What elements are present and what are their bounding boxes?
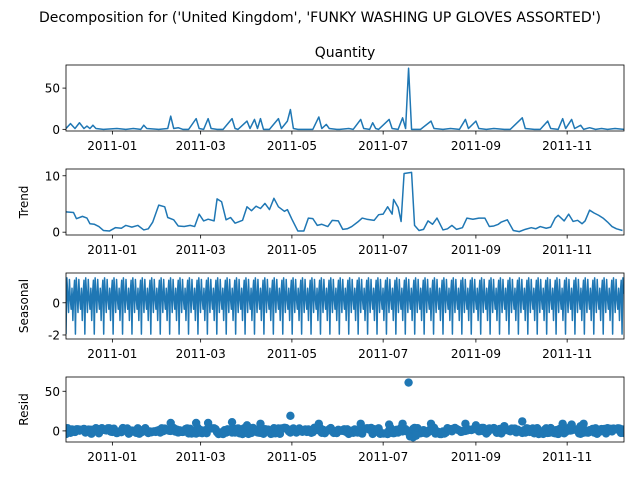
- axes-frame: [65, 168, 625, 236]
- resid-point-outlier: [567, 420, 576, 429]
- x-tick-label: 2011-07: [358, 243, 408, 257]
- x-tick-label: 2011-03: [176, 450, 226, 464]
- plot-area-trend: [66, 171, 623, 233]
- resid-point-outlier: [242, 421, 252, 430]
- resid-point-outlier: [166, 418, 175, 428]
- resid-point-outlier: [500, 421, 509, 431]
- y-tick-label: 0: [52, 226, 60, 240]
- resid-point-outlier: [256, 419, 265, 428]
- resid-point-outlier: [461, 419, 470, 428]
- axes-frame: [65, 64, 625, 132]
- panel-title: Quantity: [315, 45, 376, 61]
- x-tick-label: 2011-05: [267, 450, 317, 464]
- panel-observed: Quantity 0 50 2011-01 2011-03 2011-05 2011-07 2…: [45, 45, 625, 153]
- resid-point-outlier: [384, 420, 394, 429]
- resid-point-outlier: [398, 419, 407, 428]
- x-tick-label: 2011-07: [358, 450, 408, 464]
- resid-point-outlier: [579, 419, 588, 428]
- x-tick-label: 2011-09: [451, 139, 501, 153]
- y-axis-label: Trend: [17, 186, 31, 220]
- axes-frame: [65, 376, 625, 443]
- y-tick-label: 0: [52, 123, 60, 137]
- x-tick-label: 2011-01: [87, 347, 137, 361]
- resid-point-outlier: [471, 421, 481, 430]
- resid-point-outlier: [426, 419, 436, 428]
- x-tick-label: 2011-01: [87, 450, 137, 464]
- resid-point-outlier: [404, 378, 413, 387]
- resid-point-outlier: [191, 418, 201, 428]
- resid-point-outlier: [518, 417, 527, 426]
- resid-point-outlier: [314, 419, 324, 428]
- y-tick-label: 0: [52, 296, 60, 310]
- resid-point-outlier: [286, 411, 295, 421]
- plot-area-resid: [66, 378, 624, 442]
- panel-seasonal: Seasonal -2 0 2011-01 2011-03 2011-05 2011-07 2…: [17, 272, 625, 361]
- y-tick-label: 0: [52, 424, 60, 438]
- y-axis-label: Seasonal: [17, 279, 31, 333]
- x-tick-label: 2011-01: [87, 139, 137, 153]
- x-tick-label: 2011-03: [176, 347, 226, 361]
- x-tick-label: 2011-09: [451, 347, 501, 361]
- seasonal-series-line: [66, 277, 624, 335]
- trend-series-line: [66, 171, 623, 233]
- resid-point-outlier: [227, 417, 237, 427]
- x-tick-label: 2011-09: [451, 243, 501, 257]
- x-tick-label: 2011-09: [451, 450, 501, 464]
- y-tick-label: 10: [45, 169, 60, 183]
- resid-point-outlier: [203, 418, 213, 428]
- x-tick-label: 2011-11: [542, 450, 592, 464]
- y-tick-label: 50: [45, 82, 60, 96]
- x-tick-label: 2011-05: [267, 347, 317, 361]
- x-tick-label: 2011-11: [542, 347, 592, 361]
- panels: Quantity 0 50 2011-01 2011-03 2011-05 2011-07 2…: [17, 45, 625, 464]
- plot-area-observed: [66, 67, 624, 131]
- axes-frame: [65, 272, 625, 340]
- x-tick-label: 2011-07: [358, 139, 408, 153]
- x-tick-label: 2011-05: [267, 139, 317, 153]
- plot-area-seasonal: [66, 277, 624, 335]
- x-tick-label: 2011-03: [176, 139, 226, 153]
- y-axis-label: Resid: [17, 393, 31, 425]
- x-tick-label: 2011-01: [87, 243, 137, 257]
- x-tick-label: 2011-05: [267, 243, 317, 257]
- figure-title: Decomposition for ('United Kingdom', 'FU…: [39, 10, 601, 26]
- x-tick-label: 2011-11: [542, 243, 592, 257]
- observed-series-line: [66, 67, 624, 131]
- resid-point-outlier: [356, 419, 365, 428]
- x-tick-label: 2011-03: [176, 243, 226, 257]
- resid-point-outlier: [558, 419, 567, 428]
- panel-resid: Resid 0 50 2011-01 2011-03 2011-05 2011-07 2011…: [17, 376, 625, 464]
- panel-trend: Trend 0 10 2011-01 2011-03 2011-05 2011-07 2011…: [17, 168, 625, 257]
- x-tick-label: 2011-07: [358, 347, 408, 361]
- resid-point: [619, 428, 624, 438]
- y-tick-label: 50: [45, 385, 60, 399]
- y-tick-label: -2: [48, 328, 60, 342]
- resid-point-outlier: [411, 431, 421, 440]
- x-tick-label: 2011-11: [542, 139, 592, 153]
